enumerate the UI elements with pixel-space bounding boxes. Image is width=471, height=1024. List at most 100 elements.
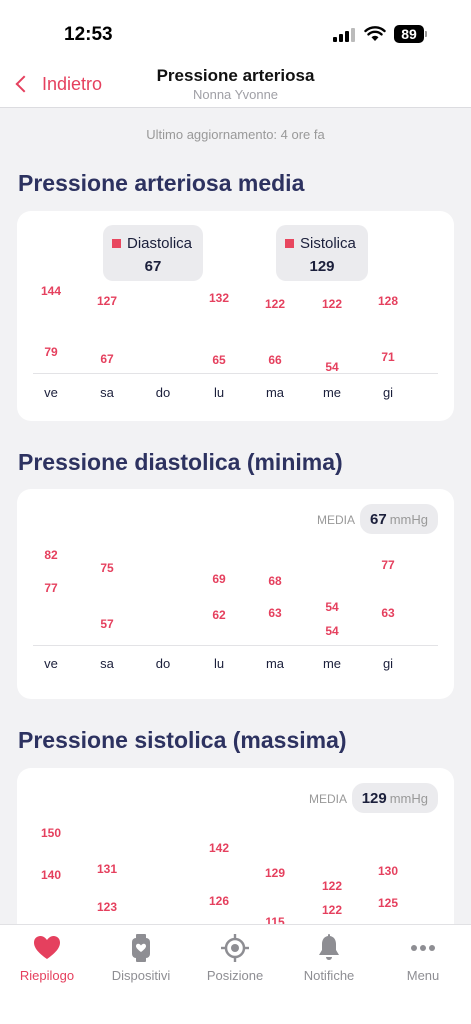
page-subtitle: Nonna Yvonne	[192, 87, 279, 102]
legend-label-diastolic: Diastolica	[127, 235, 193, 252]
section-title-diastolic: Pressione diastolica (minima)	[18, 449, 343, 475]
bar-value-min: 67	[100, 352, 114, 367]
bar-value-max: 150	[40, 825, 62, 840]
legend-diastolic: Diastolica 67	[103, 225, 203, 281]
day-label: do	[155, 385, 171, 400]
tab-label: Notifiche	[303, 968, 355, 983]
card-systolic: MEDIA 129 mmHg 150140ve131123sado142126l…	[17, 768, 454, 959]
day-label: sa	[100, 656, 114, 671]
day-label: ma	[265, 656, 285, 671]
day-label: lu	[213, 656, 225, 671]
bar-value-min: 140	[40, 867, 62, 882]
bar-value-max: 131	[96, 861, 118, 876]
media-label: MEDIA	[317, 513, 356, 527]
chart-axis-line	[33, 373, 438, 374]
tab-posizione[interactable]: Posizione	[195, 933, 275, 983]
section-title-systolic: Pressione sistolica (massima)	[18, 727, 347, 753]
bar-value-min: 122	[321, 902, 343, 917]
bar-value-max: 75	[100, 561, 114, 576]
bar-value-min: 79	[44, 345, 58, 360]
bar-value-max: 122	[321, 297, 343, 312]
bar-value-max: 77	[381, 557, 395, 572]
tab-label: Dispositivi	[111, 968, 171, 983]
day-label: ve	[44, 656, 58, 671]
bar-value-max: 130	[377, 863, 399, 878]
media-pill: 67 mmHg	[360, 504, 438, 534]
day-label: lu	[213, 385, 225, 400]
tab-label: Riepilogo	[19, 968, 75, 983]
day-label: sa	[100, 385, 114, 400]
chart-axis-line	[33, 645, 438, 646]
legend-value-diastolic: 67	[144, 258, 162, 275]
tab-notifiche[interactable]: Notifiche	[289, 933, 369, 983]
status-bar: 12:53 89	[0, 0, 471, 60]
bar-value-max: 142	[208, 840, 230, 855]
tab-menu[interactable]: Menu	[383, 933, 463, 983]
bar-value-min: 65	[212, 353, 226, 368]
tab-label: Menu	[406, 968, 440, 983]
day-label: ma	[265, 385, 285, 400]
more-icon	[411, 945, 435, 951]
day-label: me	[322, 656, 342, 671]
bar-value-max: 54	[325, 599, 339, 614]
media-unit: mmHg	[389, 511, 428, 527]
legend-square-icon	[285, 239, 294, 248]
last-updated-text: Ultimo aggiornamento: 4 ore fa	[146, 127, 325, 142]
bar-value-max: 68	[268, 574, 282, 589]
bar-value-max: 132	[208, 291, 230, 306]
bar-value-min: 77	[44, 580, 58, 595]
bar-value-min: 54	[325, 623, 339, 638]
media-unit: mmHg	[389, 790, 428, 806]
back-button[interactable]: Indietro	[12, 70, 102, 98]
media-label: MEDIA	[309, 792, 348, 806]
bar-value-min: 71	[381, 349, 395, 364]
back-label: Indietro	[42, 73, 103, 94]
section-title-mean: Pressione arteriosa media	[18, 170, 305, 196]
tab-riepilogo[interactable]: Riepilogo	[7, 933, 87, 983]
battery-icon: 89	[394, 25, 424, 43]
bar-value-max: 128	[377, 293, 399, 308]
tab-label: Posizione	[206, 968, 264, 983]
bar-value-max: 69	[212, 572, 226, 587]
bar-value-min: 57	[100, 617, 114, 632]
bar-value-max: 122	[321, 878, 343, 893]
legend-systolic: Sistolica 129	[276, 225, 368, 281]
card-diastolic: MEDIA 67 mmHg 82 77 ve 75 57 sa do 69 62 lu 68 63 ma…	[17, 489, 454, 699]
bell-icon	[319, 934, 339, 960]
legend-value-systolic: 129	[309, 258, 335, 275]
bar-value-max: 82	[44, 548, 58, 563]
tab-dispositivi[interactable]: Dispositivi	[101, 933, 181, 983]
heart-icon	[34, 936, 60, 959]
bar-value-min: 54	[325, 359, 339, 374]
bar-value-min: 123	[96, 900, 118, 915]
day-label: ve	[44, 385, 58, 400]
bar-value-max: 127	[96, 294, 118, 309]
bar-value-max: 144	[40, 284, 62, 299]
day-label: gi	[382, 385, 394, 400]
day-label: me	[322, 385, 342, 400]
battery-tip	[425, 31, 427, 37]
signal-icon	[333, 28, 355, 42]
bar-value-max: 129	[264, 865, 286, 880]
day-label: do	[155, 656, 171, 671]
legend-square-icon	[112, 239, 121, 248]
card-mean: Diastolica 67 Sistolica 129 144 79 ve 127 67…	[17, 211, 454, 421]
watch-icon	[132, 934, 150, 962]
bar-value-max: 122	[264, 297, 286, 312]
media-pill: 129 mmHg	[351, 783, 438, 813]
day-label: gi	[382, 656, 394, 671]
legend-label-systolic: Sistolica	[300, 235, 356, 252]
bar-value-min: 63	[381, 606, 395, 621]
media-value: 129	[361, 789, 387, 807]
bar-value-min: 62	[212, 608, 226, 623]
media-value: 67	[370, 510, 387, 528]
location-icon	[221, 934, 249, 962]
bar-value-min: 125	[377, 896, 399, 911]
tab-bar: Riepilogo Dispositivi Posizione Notifich…	[0, 924, 471, 1024]
page-title: Pressione arteriosa	[156, 66, 315, 85]
bar-value-min: 66	[268, 352, 282, 367]
wifi-icon	[364, 26, 386, 41]
status-time: 12:53	[64, 24, 113, 45]
bar-value-min: 63	[268, 606, 282, 621]
nav-bar: Indietro Pressione arteriosa Nonna Yvonn…	[0, 60, 471, 108]
